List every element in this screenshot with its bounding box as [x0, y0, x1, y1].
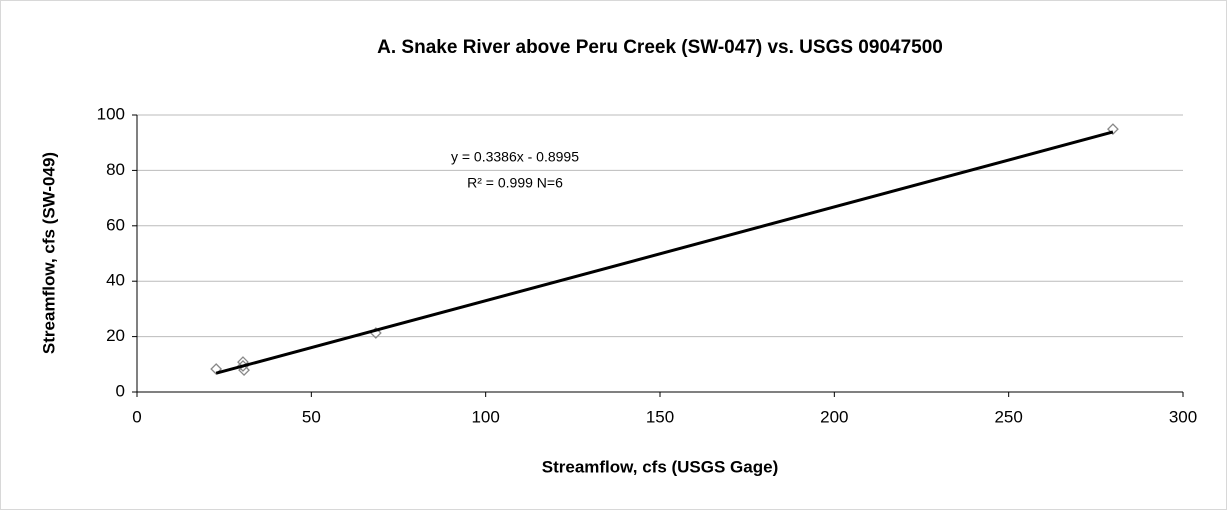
x-tick-label: 200 [820, 407, 848, 426]
y-tick-label: 60 [106, 215, 125, 234]
x-tick-label: 300 [1169, 407, 1197, 426]
y-tick-label: 0 [116, 381, 125, 400]
x-tick-label: 150 [646, 407, 674, 426]
data-point [1107, 123, 1119, 136]
y-tick-label: 80 [106, 160, 125, 179]
x-tick-label: 100 [471, 407, 499, 426]
x-tick-label: 250 [994, 407, 1022, 426]
y-tick-label: 40 [106, 271, 125, 290]
chart-title: A. Snake River above Peru Creek (SW-047)… [377, 37, 943, 58]
y-axis-label: Streamflow, cfs (SW-049) [39, 152, 58, 354]
trend-equation: y = 0.3386x - 0.8995 [451, 149, 579, 165]
x-axis-label: Streamflow, cfs (USGS Gage) [542, 457, 778, 476]
x-tick-label: 50 [302, 407, 321, 426]
x-tick-label: 0 [132, 407, 141, 426]
trendline [215, 130, 1114, 375]
y-tick-label: 20 [106, 326, 125, 345]
y-tick-label: 100 [97, 104, 125, 123]
data-point [210, 363, 223, 375]
trend-r2: R² = 0.999 N=6 [467, 175, 563, 191]
